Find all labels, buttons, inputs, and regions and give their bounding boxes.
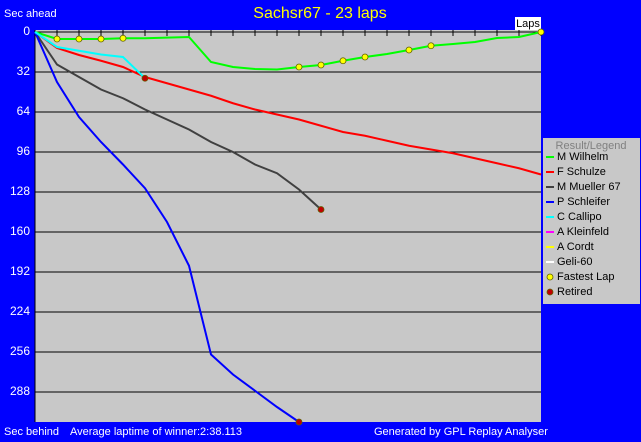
legend-label: Geli-60 [557, 256, 592, 268]
x-label-box [515, 17, 541, 30]
y-tick-label: 96 [17, 144, 31, 158]
legend-label: A Cordt [557, 241, 594, 253]
y-tick-label: 224 [10, 304, 30, 318]
marker [339, 57, 347, 65]
marker [427, 42, 435, 50]
footer-left: Average laptime of winner:2:38.113 [70, 426, 242, 438]
legend-title: Result/Legend [556, 140, 627, 152]
y-tick-label: 64 [17, 104, 31, 118]
marker [317, 61, 325, 69]
chart-title: Sachsr67 - 23 laps [253, 5, 386, 22]
plot-area [35, 30, 541, 422]
legend-label: C Callipo [557, 211, 602, 223]
y-tick-label: 0 [23, 24, 30, 38]
legend [543, 138, 640, 304]
series-line [34, 31, 300, 423]
marker [53, 35, 61, 43]
y-label-top: Sec ahead [4, 8, 57, 20]
legend-label: M Wilhelm [557, 151, 608, 163]
x-label: Laps [516, 18, 540, 30]
legend-label: Fastest Lap [557, 271, 614, 283]
legend-label: Retired [557, 286, 592, 298]
legend-label: F Schulze [557, 166, 606, 178]
marker [295, 63, 303, 71]
legend-marker [546, 288, 554, 296]
marker [537, 28, 545, 36]
marker [317, 206, 325, 213]
y-tick-label: 256 [10, 344, 30, 358]
series-line [34, 31, 146, 79]
legend-label: P Schleifer [557, 196, 610, 208]
marker [141, 74, 149, 82]
marker [361, 53, 369, 61]
marker [75, 35, 83, 43]
y-tick-label: 192 [10, 264, 30, 278]
marker [295, 418, 303, 426]
y-label-bottom: Sec behind [4, 426, 59, 438]
series-line [34, 31, 542, 71]
series-line [34, 31, 542, 176]
series-line [34, 31, 322, 211]
marker [97, 35, 105, 43]
y-tick-label: 288 [10, 384, 30, 398]
legend-label: A Kleinfeld [557, 226, 609, 238]
legend-marker [546, 273, 554, 281]
marker [119, 34, 127, 42]
footer-right: Generated by GPL Replay Analyser [374, 426, 548, 438]
y-tick-label: 160 [10, 224, 30, 238]
marker [405, 46, 413, 54]
y-tick-label: 128 [10, 184, 30, 198]
y-tick-label: 32 [17, 64, 31, 78]
legend-label: M Mueller 67 [557, 181, 621, 193]
